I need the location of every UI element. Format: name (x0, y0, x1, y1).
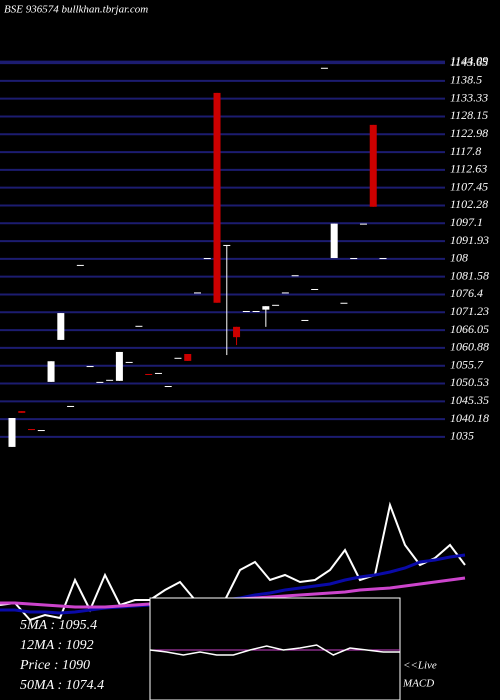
candle-body (86, 366, 94, 368)
y-tick-label: 1060.88 (450, 340, 489, 354)
candle-body (281, 292, 289, 294)
y-tick-label: 1102.28 (450, 197, 488, 211)
candle-body (194, 292, 201, 294)
y-tick-label: 1045.35 (450, 393, 489, 407)
y-tick-label: 1091.93 (450, 233, 489, 247)
y-tick-label: 1076.4 (450, 286, 483, 300)
chart-title: BSE 936574 bullkhan.tbrjar.com (4, 4, 148, 16)
y-tick-label: 1040.18 (450, 411, 489, 425)
candle-body (340, 302, 348, 304)
ma-line (0, 501, 466, 622)
stat-text: 5MA : 1095.4 (20, 618, 97, 633)
candle-body (125, 361, 133, 363)
candle-body (8, 418, 16, 447)
candle-body (311, 288, 319, 290)
candle-body (18, 411, 26, 413)
candle-body (379, 258, 387, 260)
candle-body (359, 223, 367, 225)
y-tick-label: 1144.09 (450, 53, 488, 67)
y-tick-label: 1138.5 (450, 73, 482, 87)
candle-body (369, 124, 377, 207)
candle-body (330, 223, 338, 259)
candle-body (233, 326, 241, 338)
y-tick-label: 1097.1 (450, 215, 483, 229)
candle-body (135, 325, 143, 327)
macd-label: MACD (402, 678, 434, 690)
y-tick-label: 1143.65 (450, 55, 488, 69)
y-tick-label: 1112.63 (450, 162, 487, 176)
candle-body (252, 311, 260, 313)
candle-body (262, 306, 270, 310)
y-tick-label: 1066.05 (450, 322, 489, 336)
candle-body (76, 264, 84, 266)
candle-body (174, 357, 182, 359)
stat-text: 12MA : 1092 (20, 638, 94, 653)
candle-body (213, 92, 221, 303)
y-tick-label: 1133.33 (450, 90, 488, 104)
candle-body (67, 405, 75, 407)
candle-body (223, 244, 231, 246)
candle-body (47, 361, 55, 382)
candle-body (57, 313, 65, 340)
candle-body (350, 258, 358, 260)
candle-body (164, 386, 172, 388)
candle-body (28, 429, 36, 431)
stat-text: Price : 1090 (19, 658, 90, 673)
candle-body (96, 381, 104, 383)
candle-body (154, 372, 162, 374)
candle-body (272, 304, 280, 306)
y-tick-label: 1055.7 (450, 357, 484, 371)
macd-line (149, 644, 400, 656)
y-tick-label: 1071.23 (450, 304, 489, 318)
candle-body (106, 379, 114, 381)
candle-body (145, 373, 153, 375)
macd-live: <<Live (403, 660, 437, 672)
candle-body (301, 319, 309, 321)
candle-body (37, 430, 45, 432)
candle-body (291, 275, 299, 277)
y-tick-label: 1128.15 (450, 108, 488, 122)
y-tick-label: 1035 (450, 429, 474, 443)
candle-body (184, 354, 192, 361)
candle-body (320, 67, 328, 69)
y-tick-label: 1081.58 (450, 268, 489, 282)
candle-body (115, 351, 123, 381)
y-tick-label: 1117.8 (450, 144, 481, 158)
y-tick-label: 1122.98 (450, 126, 488, 140)
y-tick-label: 108 (450, 251, 468, 265)
y-tick-label: 1050.53 (450, 375, 489, 389)
stat-text: 50MA : 1074.4 (20, 678, 104, 693)
candle-body (242, 311, 250, 313)
y-tick-label: 1107.45 (450, 179, 488, 193)
candle-body (203, 258, 211, 260)
